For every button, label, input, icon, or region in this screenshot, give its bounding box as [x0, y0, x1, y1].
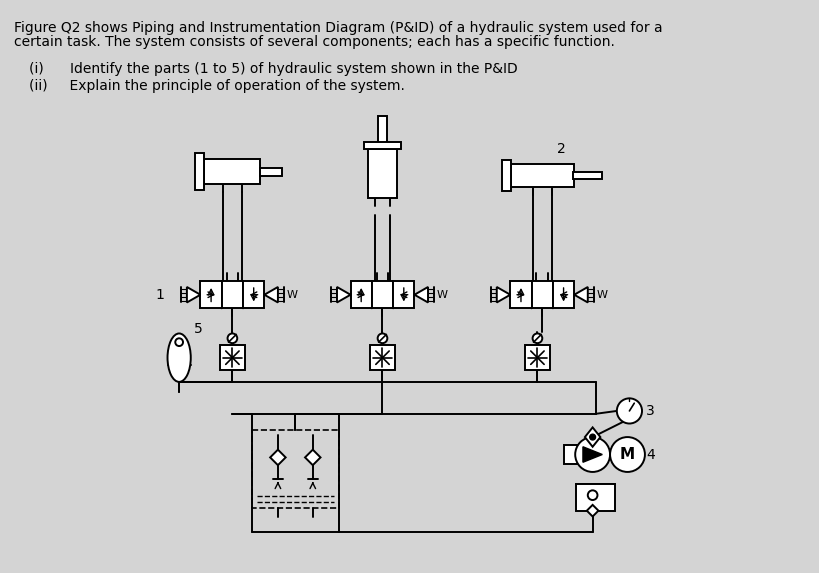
Bar: [369, 345, 395, 370]
Text: Figure Q2 shows Piping and Instrumentation Diagram (P&ID) of a hydraulic system : Figure Q2 shows Piping and Instrumentati…: [14, 21, 662, 35]
Polygon shape: [264, 287, 278, 303]
Circle shape: [228, 333, 237, 343]
Bar: [364, 142, 400, 150]
Bar: [200, 281, 221, 308]
Polygon shape: [414, 287, 428, 303]
Bar: [509, 281, 531, 308]
Bar: [378, 116, 387, 150]
Polygon shape: [337, 287, 350, 303]
Text: (i)      Identify the parts (1 to 5) of hydraulic system shown in the P&ID: (i) Identify the parts (1 to 5) of hydra…: [29, 62, 517, 76]
Bar: [501, 160, 511, 191]
Bar: [572, 172, 602, 179]
Circle shape: [609, 437, 644, 472]
Text: W: W: [287, 290, 297, 300]
Circle shape: [175, 338, 183, 346]
Circle shape: [587, 490, 597, 500]
Text: 2: 2: [557, 143, 565, 156]
Bar: [350, 281, 371, 308]
Bar: [204, 159, 260, 185]
Circle shape: [589, 434, 595, 440]
Bar: [524, 345, 550, 370]
Text: W: W: [437, 290, 447, 300]
Circle shape: [616, 398, 641, 423]
Bar: [576, 484, 614, 511]
Bar: [242, 281, 264, 308]
Polygon shape: [269, 450, 285, 465]
Polygon shape: [187, 287, 200, 303]
Text: 5: 5: [194, 321, 202, 336]
Bar: [371, 281, 392, 308]
Bar: [194, 154, 204, 190]
Circle shape: [378, 333, 387, 343]
Bar: [219, 345, 245, 370]
Polygon shape: [305, 450, 320, 465]
Bar: [511, 164, 573, 187]
Text: 3: 3: [645, 404, 654, 418]
Text: (ii)     Explain the principle of operation of the system.: (ii) Explain the principle of operation …: [29, 79, 405, 93]
Polygon shape: [582, 447, 602, 462]
Circle shape: [574, 437, 609, 472]
Text: certain task. The system consists of several components; each has a specific fun: certain task. The system consists of sev…: [14, 35, 613, 49]
Polygon shape: [584, 427, 600, 447]
Polygon shape: [573, 287, 587, 303]
Bar: [221, 281, 242, 308]
Text: M: M: [619, 447, 634, 462]
Text: 1: 1: [155, 288, 164, 302]
Bar: [552, 281, 573, 308]
Circle shape: [532, 333, 541, 343]
Polygon shape: [586, 505, 598, 516]
Bar: [368, 150, 396, 198]
Text: W: W: [596, 290, 607, 300]
Bar: [392, 281, 414, 308]
Bar: [260, 168, 282, 175]
Bar: [531, 281, 552, 308]
Text: 4: 4: [645, 448, 654, 461]
Polygon shape: [496, 287, 509, 303]
Bar: [251, 430, 338, 508]
Bar: [563, 445, 578, 464]
Ellipse shape: [167, 333, 191, 382]
